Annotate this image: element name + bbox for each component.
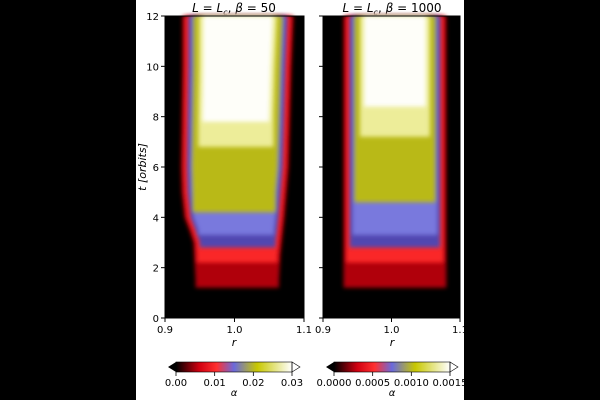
panel1-title-eq1: = — [199, 1, 217, 15]
p1-ytick-label-0: 0 — [153, 314, 159, 325]
panel1-title-L2: L — [217, 1, 224, 15]
p1-white-core — [202, 16, 273, 122]
panel1-title-L1: L — [192, 1, 199, 15]
p2-xtick-label-1.0: 1.0 — [384, 325, 400, 336]
panel1-title-sub: c — [223, 8, 228, 17]
panel2-title: L = Lc, β = 1000 — [342, 1, 441, 17]
panel-beta-1000: L = Lc, β = 1000 0.9 1.0 1.1 r — [315, 1, 468, 349]
panel1-heatmap — [180, 16, 294, 288]
panel2-title-L1: L — [342, 1, 349, 15]
p1-ytick-label-10: 10 — [146, 62, 159, 73]
panel1-title-sep: , — [228, 1, 236, 15]
panel-beta-50: L = Lc, β = 50 0 2 4 6 8 10 12 0.9 1.0 1.1 r t [… — [136, 1, 312, 349]
p1-xtick-label-0.9: 0.9 — [157, 325, 173, 336]
panel2-title-sep: , — [378, 1, 386, 15]
panel2-x-ticks: 0.9 1.0 1.1 — [315, 318, 468, 336]
p1-ytick-label-2: 2 — [153, 264, 159, 275]
p2-white-core — [364, 16, 426, 107]
colorbar-1: 0.00 0.01 0.02 0.03 α — [165, 361, 303, 399]
colorbar1-frame — [175, 361, 293, 373]
colorbar1-ticks: 0.00 0.01 0.02 0.03 — [165, 372, 303, 389]
colorbar2-ticks: 0.0000 0.0005 0.0010 0.0015 — [317, 372, 468, 389]
p2-cbtick-label-0.0015: 0.0015 — [433, 378, 468, 389]
p1-cbtick-label-0.00: 0.00 — [165, 378, 187, 389]
p2-cbtick-label-0.0000: 0.0000 — [317, 378, 352, 389]
p2-cbtick-label-0.0005: 0.0005 — [355, 378, 390, 389]
p1-ytick-label-8: 8 — [153, 113, 159, 124]
colorbar2-label: α — [389, 388, 396, 399]
panel1-title-beta: β — [234, 1, 243, 15]
panel2-title-L2: L — [367, 1, 374, 15]
panel1-title-eq2: = — [243, 1, 261, 15]
p1-cbtick-label-0.01: 0.01 — [204, 378, 226, 389]
p1-ytick-label-12: 12 — [146, 12, 159, 23]
p1-xtick-label-1.0: 1.0 — [227, 325, 243, 336]
colorbar-2: 0.0000 0.0005 0.0010 0.0015 α — [317, 361, 468, 399]
p1-cbtick-label-0.02: 0.02 — [242, 378, 264, 389]
panel1-y-label-text: t [orbits] — [136, 143, 149, 191]
colorbar1-min-arrow — [168, 362, 176, 372]
colorbar1-label: α — [231, 388, 238, 399]
p2-xtick-label-1.1: 1.1 — [452, 325, 468, 336]
colorbar2-min-arrow — [326, 362, 334, 372]
panel2-y-ticks — [319, 15, 323, 319]
panel1-x-label: r — [232, 336, 238, 349]
p2-xtick-label-0.9: 0.9 — [315, 325, 331, 336]
panel1-y-ticks: 0 2 4 6 8 10 12 — [146, 12, 165, 325]
panel2-title-eq1: = — [349, 1, 367, 15]
p1-ytick-label-6: 6 — [153, 163, 159, 174]
colorbar1-bar — [176, 362, 292, 372]
panel1-x-ticks: 0.9 1.0 1.1 — [157, 318, 312, 336]
panel1-title-val: 50 — [261, 1, 276, 15]
p1-ytick-label-4: 4 — [153, 213, 159, 224]
colorbar2-frame — [333, 361, 451, 373]
p1-xtick-label-1.1: 1.1 — [296, 325, 312, 336]
panel2-title-val: 1000 — [411, 1, 442, 15]
panel1-title: L = Lc, β = 50 — [192, 1, 276, 17]
panel2-x-label: r — [390, 336, 396, 349]
panel2-title-beta: β — [385, 1, 394, 15]
p1-cbtick-label-0.03: 0.03 — [281, 378, 303, 389]
panel2-title-eq2: = — [393, 1, 411, 15]
panel2-heatmap — [343, 16, 447, 288]
colorbar2-bar — [334, 362, 450, 372]
panel2-title-sub: c — [374, 8, 379, 17]
p2-cbtick-label-0.0010: 0.0010 — [394, 378, 429, 389]
panel1-y-label: t [orbits] — [136, 143, 149, 191]
